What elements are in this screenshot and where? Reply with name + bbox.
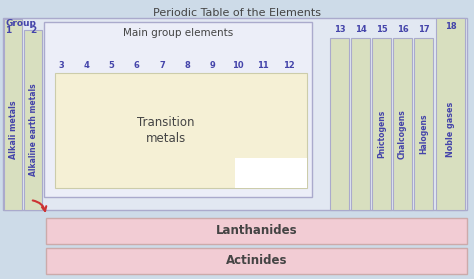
Text: 13: 13: [334, 25, 346, 34]
Text: 18: 18: [445, 22, 456, 31]
Bar: [436, 18, 465, 210]
Text: 3: 3: [58, 61, 64, 70]
Text: Pnictogens: Pnictogens: [377, 110, 386, 158]
Text: 5: 5: [109, 61, 115, 70]
FancyArrowPatch shape: [33, 200, 46, 211]
Bar: [55, 73, 307, 188]
Text: 11: 11: [257, 61, 269, 70]
Bar: [46, 248, 467, 274]
Text: 14: 14: [355, 25, 366, 34]
Bar: [4, 19, 22, 210]
Text: Alkali metals: Alkali metals: [9, 100, 18, 159]
Text: 9: 9: [210, 61, 216, 70]
Text: Actinides: Actinides: [226, 254, 287, 268]
Text: Noble gases: Noble gases: [446, 101, 455, 157]
Text: Main group elements: Main group elements: [123, 28, 233, 38]
Bar: [393, 38, 412, 210]
Bar: [414, 38, 433, 210]
Bar: [3, 18, 467, 210]
Bar: [46, 218, 467, 244]
Text: 16: 16: [397, 25, 409, 34]
Text: Transition
metals: Transition metals: [137, 117, 195, 145]
Text: 17: 17: [418, 25, 429, 34]
Text: 8: 8: [185, 61, 191, 70]
Text: 2: 2: [30, 26, 36, 35]
Text: 1: 1: [5, 26, 11, 35]
Text: Chalcogens: Chalcogens: [398, 109, 407, 159]
Text: 7: 7: [159, 61, 165, 70]
Bar: [372, 38, 391, 210]
Text: Periodic Table of the Elements: Periodic Table of the Elements: [153, 8, 321, 18]
Bar: [24, 30, 42, 210]
Text: Lanthanides: Lanthanides: [216, 225, 297, 237]
Bar: [330, 38, 349, 210]
Text: 10: 10: [232, 61, 244, 70]
Text: Alkaline earth metals: Alkaline earth metals: [28, 84, 37, 176]
Text: 12: 12: [283, 61, 294, 70]
Text: 6: 6: [134, 61, 140, 70]
Text: 4: 4: [83, 61, 89, 70]
Text: 15: 15: [375, 25, 387, 34]
Text: Halogens: Halogens: [419, 114, 428, 154]
Bar: [351, 38, 370, 210]
Bar: [44, 22, 312, 197]
Bar: [235, 158, 307, 188]
Text: Group: Group: [5, 19, 36, 28]
